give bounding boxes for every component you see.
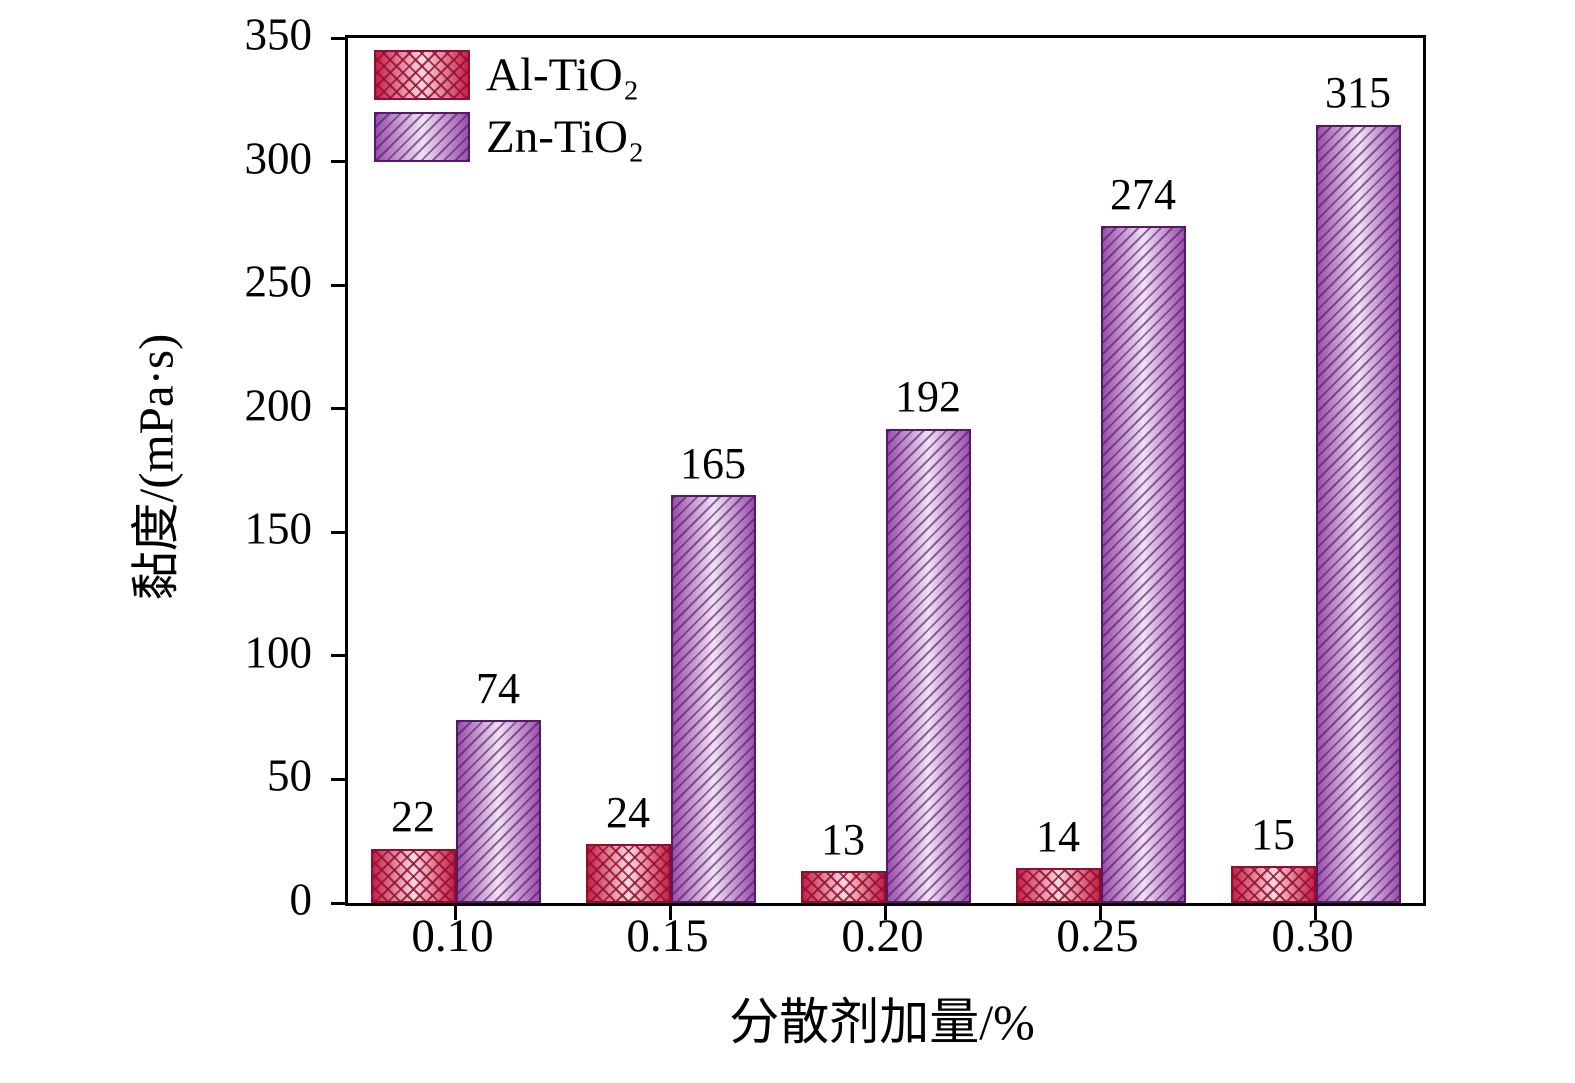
x-tick-mark [669,906,672,920]
y-tick-mark [331,36,345,40]
y-tick-label: 350 [244,9,313,60]
bar-value-label: 165 [680,439,746,489]
bar-series1-x0.15 [670,495,756,903]
y-tick-mark [331,160,345,164]
bar-value-label: 15 [1251,809,1295,859]
y-tick-label: 50 [267,750,312,801]
bar-value-label: 13 [821,814,865,864]
y-tick-mark [331,654,345,658]
x-tick-mark [1314,906,1317,920]
x-tick-label: 0.20 [841,910,924,962]
y-tick-mark [331,530,345,534]
legend-label: Al-TiO₂ [486,48,640,101]
y-tick-mark [331,901,345,905]
y-tick-label: 150 [244,503,313,554]
bar-value-label: 315 [1325,68,1391,118]
bar-series0-x0.30 [1230,865,1316,903]
y-tick-mark [331,777,345,781]
x-tick-label: 0.25 [1056,910,1139,962]
y-tick-label: 250 [244,256,313,307]
y-axis-ticks: 0 50 100 150 200 250 300 350 [0,12,328,922]
bar-series1-x0.10 [455,720,541,903]
legend-item: Zn-TiO₂ [374,112,644,162]
x-tick-mark [454,906,457,920]
legend-swatch-series0 [374,50,470,100]
x-tick-mark [884,906,887,920]
x-tick-label: 0.30 [1271,910,1354,962]
x-axis-ticks: 0.10 0.15 0.20 0.25 0.30 [345,905,1420,975]
legend-item: Al-TiO₂ [374,50,644,100]
y-tick-label: 0 [289,874,313,925]
bar-series0-x0.25 [1015,868,1101,903]
bar-value-label: 24 [606,787,650,837]
bar-value-label: 274 [1110,169,1176,219]
bar-series0-x0.10 [370,848,456,903]
legend-label: Zn-TiO₂ [486,110,645,163]
bar-value-label: 192 [895,372,961,422]
bar-series0-x0.20 [800,870,886,903]
y-tick-mark [331,407,345,411]
bar-value-label: 74 [476,663,520,713]
bar-series0-x0.15 [585,843,671,903]
x-tick-mark [1099,906,1102,920]
plot-area: Al-TiO₂ Zn-TiO₂ 22 74 24 165 13 192 14 274 15 315 [331,35,1426,920]
x-tick-label: 0.15 [626,910,709,962]
bar-value-label: 22 [391,792,435,842]
y-tick-label: 100 [244,627,313,678]
bar-series1-x0.25 [1100,225,1186,903]
legend: Al-TiO₂ Zn-TiO₂ [374,50,644,174]
x-tick-label: 0.10 [411,910,494,962]
y-tick-label: 300 [244,133,313,184]
x-axis-title: 分散剂加量/% [729,994,1035,1050]
bar-series1-x0.20 [885,428,971,903]
bar-series1-x0.30 [1315,124,1401,903]
bar-value-label: 14 [1036,812,1080,862]
y-tick-label: 200 [244,380,313,431]
y-tick-mark [331,283,345,287]
legend-swatch-series1 [374,112,470,162]
